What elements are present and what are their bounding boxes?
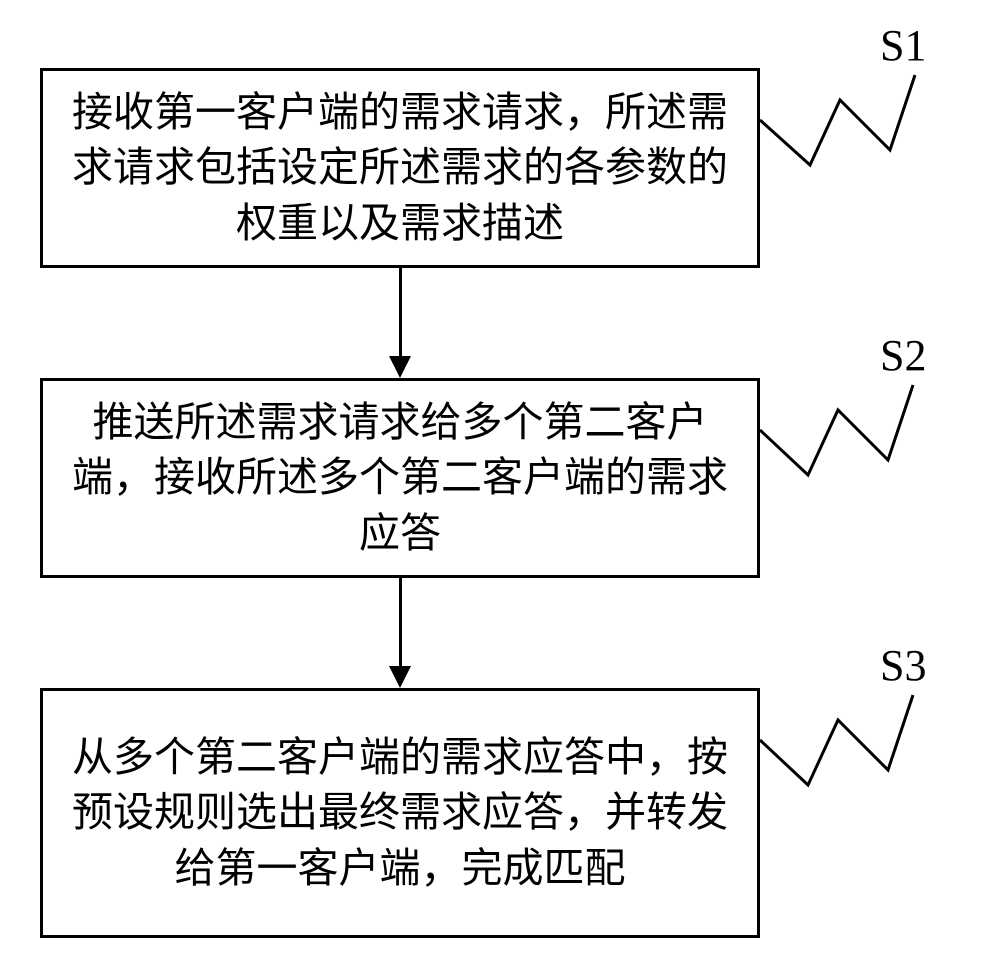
flowchart-canvas: 接收第一客户端的需求请求，所述需求请求包括设定所述需求的各参数的权重以及需求描述… [0,0,1000,968]
callout-s3 [0,0,1000,968]
